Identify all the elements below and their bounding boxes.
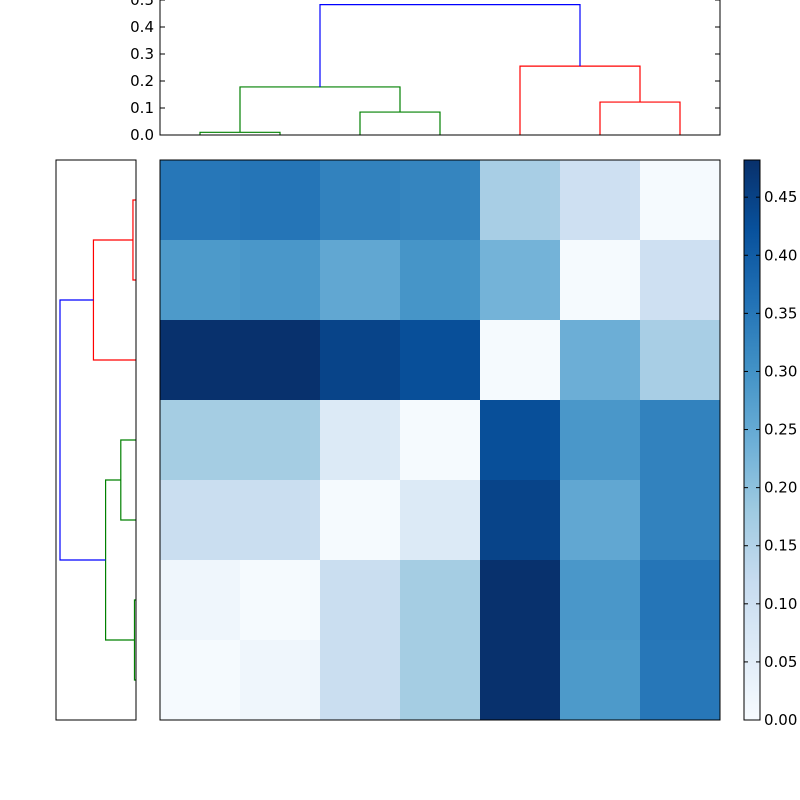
heatmap-cell — [240, 400, 321, 481]
left-dendrogram-link — [59, 299, 106, 561]
heatmap-cell — [560, 240, 641, 321]
top-dendrogram-link — [599, 101, 681, 135]
left-dendrogram-frame — [55, 159, 137, 721]
heatmap-cell — [560, 480, 641, 561]
heatmap-frame — [159, 159, 721, 721]
heatmap-cell — [480, 480, 561, 561]
heatmap — [159, 159, 721, 721]
heatmap-cell — [160, 160, 241, 241]
top-dendrogram-link — [239, 86, 401, 133]
top-dendrogram-tick-label: 0.2 — [130, 72, 154, 90]
heatmap-cell — [160, 480, 241, 561]
heatmap-cell — [640, 560, 721, 641]
heatmap-cell — [640, 480, 721, 561]
heatmap-cell — [320, 240, 401, 321]
heatmap-cell — [400, 160, 481, 241]
colorbar-tick-label: 0.40 — [764, 246, 797, 264]
heatmap-cell — [640, 240, 721, 321]
top-dendrogram-tick-label: 0.5 — [130, 0, 154, 9]
heatmap-cell — [320, 480, 401, 561]
heatmap-cell — [240, 480, 321, 561]
heatmap-cell — [240, 320, 321, 401]
colorbar-tick-label: 0.00 — [764, 711, 797, 729]
heatmap-cell — [640, 400, 721, 481]
heatmap-cell — [480, 560, 561, 641]
heatmap-cell — [400, 320, 481, 401]
heatmap-cell — [480, 160, 561, 241]
top-dendrogram: 0.0 0.1 0.2 0.3 0.4 0.5 — [130, 0, 721, 144]
top-dendrogram-frame — [159, 0, 721, 136]
colorbar-tick-label: 0.05 — [764, 653, 797, 671]
heatmap-cell — [560, 640, 641, 721]
top-dendrogram-tick-label: 0.0 — [130, 126, 154, 144]
heatmap-cell — [400, 640, 481, 721]
heatmap-cell — [320, 400, 401, 481]
heatmap-cell — [320, 160, 401, 241]
heatmap-cell — [240, 240, 321, 321]
top-dendrogram-link — [319, 3, 581, 87]
heatmap-cell — [400, 240, 481, 321]
heatmap-cell — [560, 160, 641, 241]
heatmap-cell — [240, 560, 321, 641]
heatmap-cell — [160, 240, 241, 321]
heatmap-cell — [400, 480, 481, 561]
heatmap-cell — [560, 320, 641, 401]
left-dendrogram-link — [120, 439, 136, 521]
colorbar-tick-label: 0.15 — [764, 537, 797, 555]
heatmap-cell — [160, 640, 241, 721]
left-dendrogram-link — [92, 239, 136, 361]
heatmap-cell — [480, 320, 561, 401]
heatmap-cell — [560, 400, 641, 481]
heatmap-cell — [640, 160, 721, 241]
colorbar-frame — [743, 159, 761, 721]
heatmap-cell — [320, 640, 401, 721]
heatmap-cell — [240, 160, 321, 241]
top-dendrogram-tick-label: 0.4 — [130, 18, 154, 36]
heatmap-cell — [160, 400, 241, 481]
heatmap-cell — [640, 640, 721, 721]
heatmap-cell — [160, 320, 241, 401]
colorbar-tick-label: 0.10 — [764, 595, 797, 613]
heatmap-cell — [400, 560, 481, 641]
heatmap-cell — [480, 400, 561, 481]
heatmap-cell — [560, 560, 641, 641]
colorbar-tick-label: 0.25 — [764, 421, 797, 439]
top-dendrogram-link — [359, 111, 441, 135]
colorbar-tick-label: 0.45 — [764, 188, 797, 206]
heatmap-cell — [240, 640, 321, 721]
top-dendrogram-tick-label: 0.3 — [130, 45, 154, 63]
heatmap-cell — [480, 640, 561, 721]
heatmap-cell — [640, 320, 721, 401]
heatmap-cell — [320, 320, 401, 401]
heatmap-cell — [480, 240, 561, 321]
left-dendrogram-link — [105, 479, 135, 641]
top-dendrogram-tick-label: 0.1 — [130, 99, 154, 117]
colorbar-gradient — [744, 160, 760, 720]
colorbar-tick-label: 0.20 — [764, 479, 797, 497]
left-dendrogram — [55, 159, 137, 721]
colorbar: 0.00 0.05 0.10 0.15 0.20 0.25 0.30 0.35 0.40 0.45 — [743, 159, 797, 729]
heatmap-cell — [160, 560, 241, 641]
colorbar-tick-label: 0.30 — [764, 362, 797, 380]
colorbar-tick-label: 0.35 — [764, 304, 797, 322]
heatmap-cell — [400, 400, 481, 481]
top-dendrogram-link — [519, 65, 641, 135]
heatmap-cell — [320, 560, 401, 641]
